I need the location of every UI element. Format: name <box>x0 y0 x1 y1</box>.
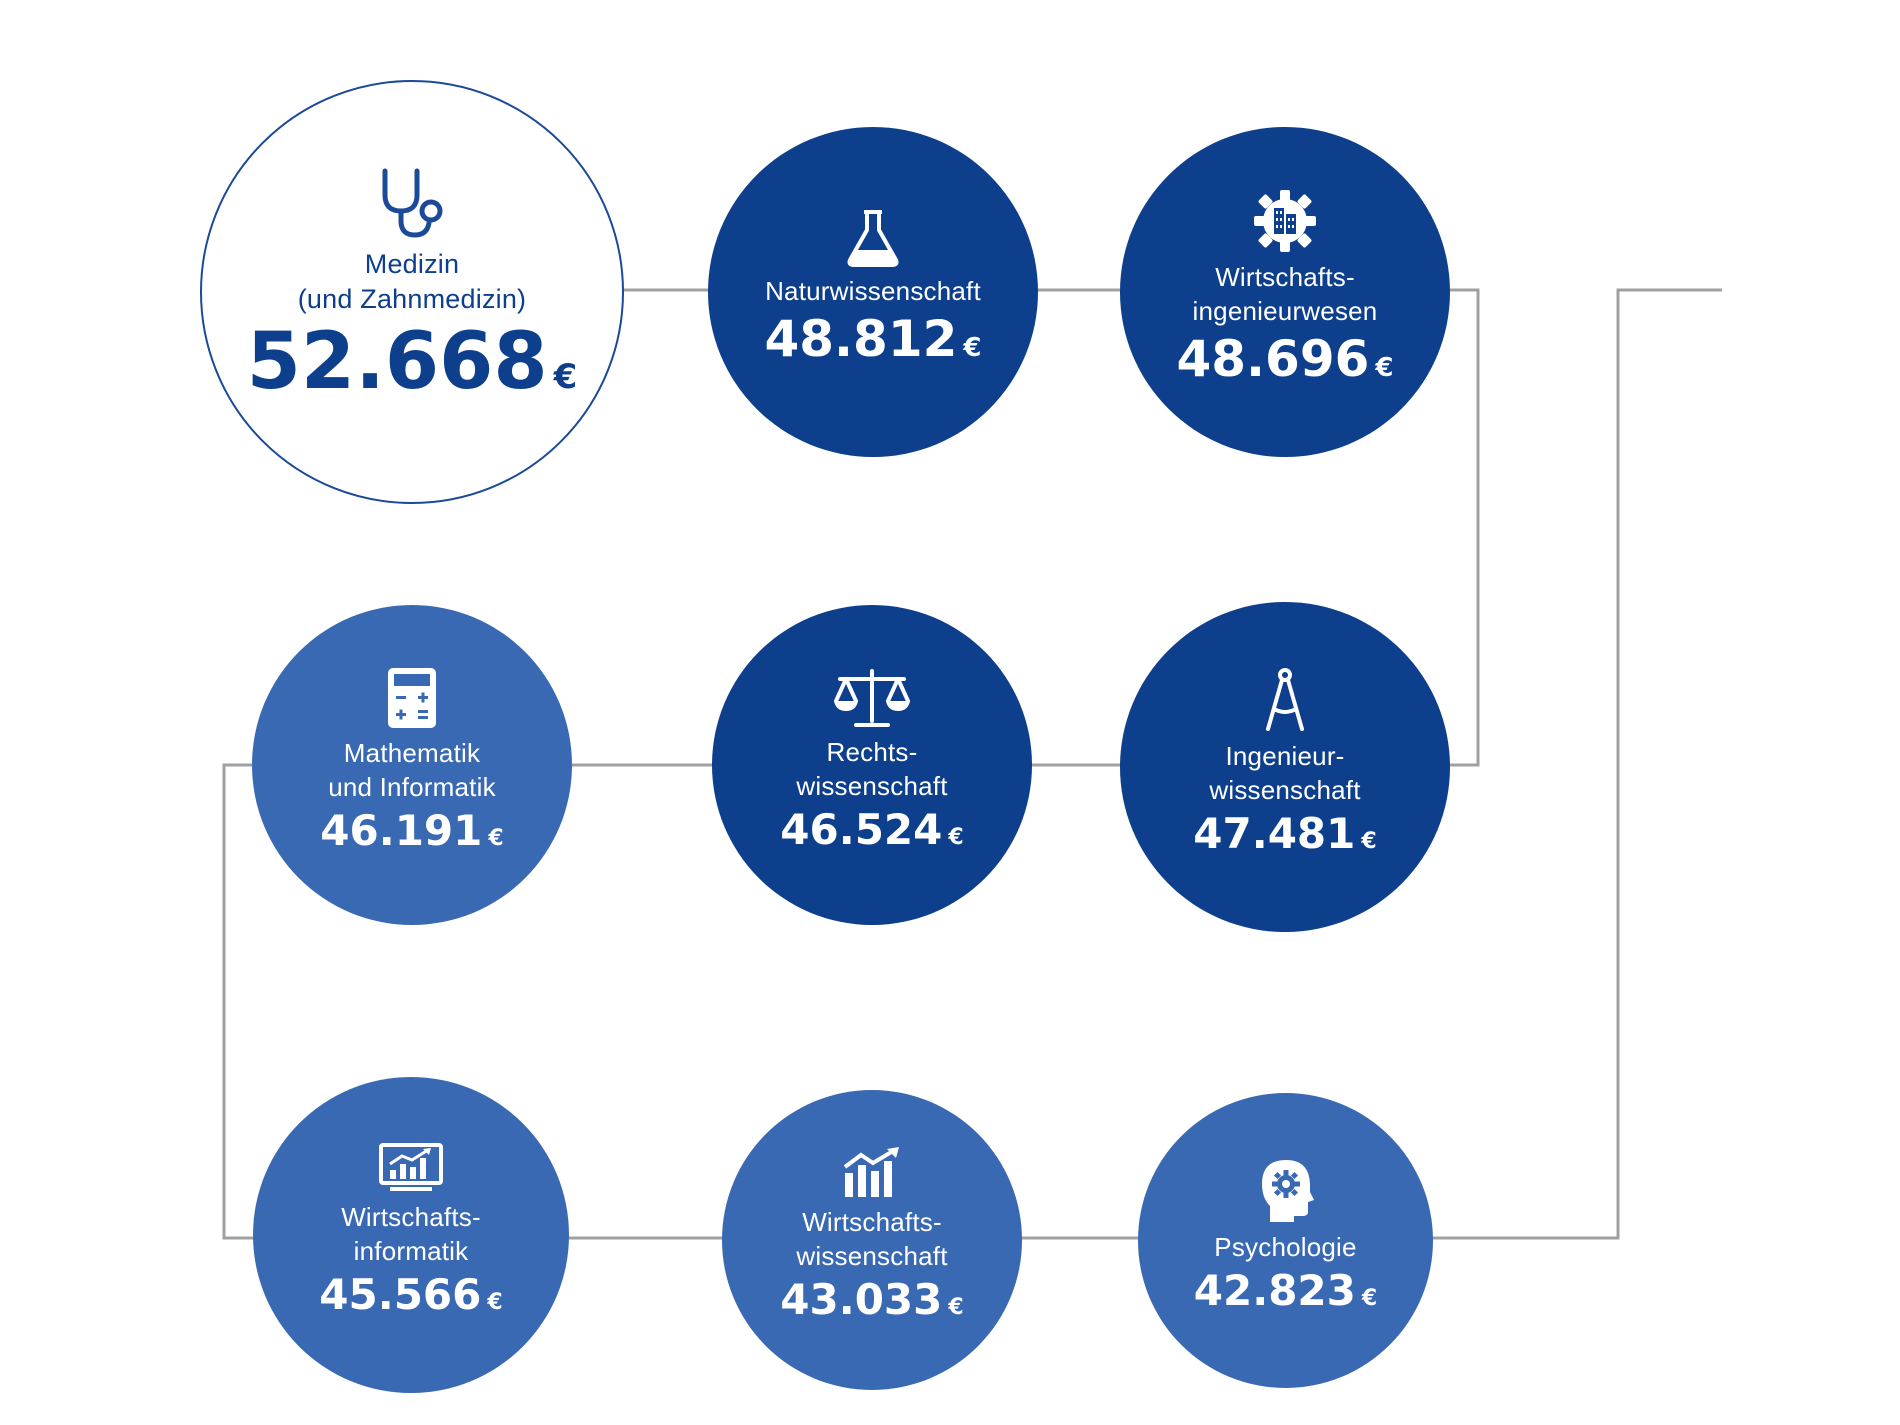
node-wirtschaftswissenschaft-value: 43.033 € <box>780 1275 964 1324</box>
connector-psychologie-exit <box>1430 288 1722 1240</box>
connector-mathematik-wirtschaftsinformatik <box>222 763 255 1240</box>
node-wirtschaftsingenieurwesen: Wirtschafts- ingenieurwesen 48.696 € <box>1120 127 1450 457</box>
monitor-chart-icon <box>379 1143 443 1191</box>
head-gear-icon <box>1261 1159 1314 1222</box>
node-naturwissenschaft: Naturwissenschaft 48.812 € <box>708 127 1038 457</box>
scales-icon <box>834 669 910 727</box>
compass-icon <box>1266 668 1304 731</box>
node-wirtschaftsinformatik-label: Wirtschafts- informatik <box>341 1202 481 1266</box>
node-mathematik: Mathematik und Informatik 46.191 € <box>252 605 572 925</box>
node-psychologie: Psychologie 42.823 € <box>1138 1093 1433 1388</box>
node-naturwissenschaft-value: 48.812 € <box>764 309 982 368</box>
node-wirtschaftswissenschaft: Wirtschafts- wissenschaft 43.033 € <box>722 1090 1022 1390</box>
node-rechtswissenschaft-label: Rechts- wissenschaft <box>796 737 948 801</box>
node-wirtschaftsinformatik-value: 45.566 € <box>319 1270 503 1319</box>
connector-wirtschaftsingenieurwesen-ingenieurwissenschaft <box>1448 288 1480 767</box>
node-ingenieurwissenschaft-label: Ingenieur- wissenschaft <box>1209 741 1361 805</box>
node-medizin: Medizin (und Zahnmedizin) 52.668 € <box>200 80 624 504</box>
stethoscope-icon <box>382 168 443 237</box>
node-medizin-value: 52.668 € <box>246 316 578 407</box>
node-ingenieurwissenschaft: Ingenieur- wissenschaft 47.481 € <box>1120 602 1450 932</box>
node-rechtswissenschaft: Rechts- wissenschaft 46.524 € <box>712 605 1032 925</box>
node-wirtschaftsingenieurwesen-value: 48.696 € <box>1176 329 1394 388</box>
calculator-icon <box>388 668 436 728</box>
gear-building-icon <box>1254 189 1316 252</box>
node-wirtschaftsinformatik: Wirtschafts- informatik 45.566 € <box>253 1077 569 1393</box>
node-psychologie-label: Psychologie <box>1214 1231 1357 1262</box>
node-mathematik-label: Mathematik und Informatik <box>328 738 496 802</box>
flask-icon <box>847 209 899 267</box>
node-mathematik-value: 46.191 € <box>320 806 504 855</box>
node-ingenieurwissenschaft-value: 47.481 € <box>1193 809 1377 858</box>
node-naturwissenschaft-label: Naturwissenschaft <box>765 275 981 306</box>
node-rechtswissenschaft-value: 46.524 € <box>780 805 964 854</box>
bar-chart-icon <box>843 1147 899 1197</box>
node-medizin-label: Medizin (und Zahnmedizin) <box>297 248 527 314</box>
node-wirtschaftswissenschaft-label: Wirtschafts- wissenschaft <box>796 1207 948 1271</box>
node-psychologie-value: 42.823 € <box>1193 1265 1378 1315</box>
node-wirtschaftsingenieurwesen-label: Wirtschafts- ingenieurwesen <box>1192 261 1378 326</box>
